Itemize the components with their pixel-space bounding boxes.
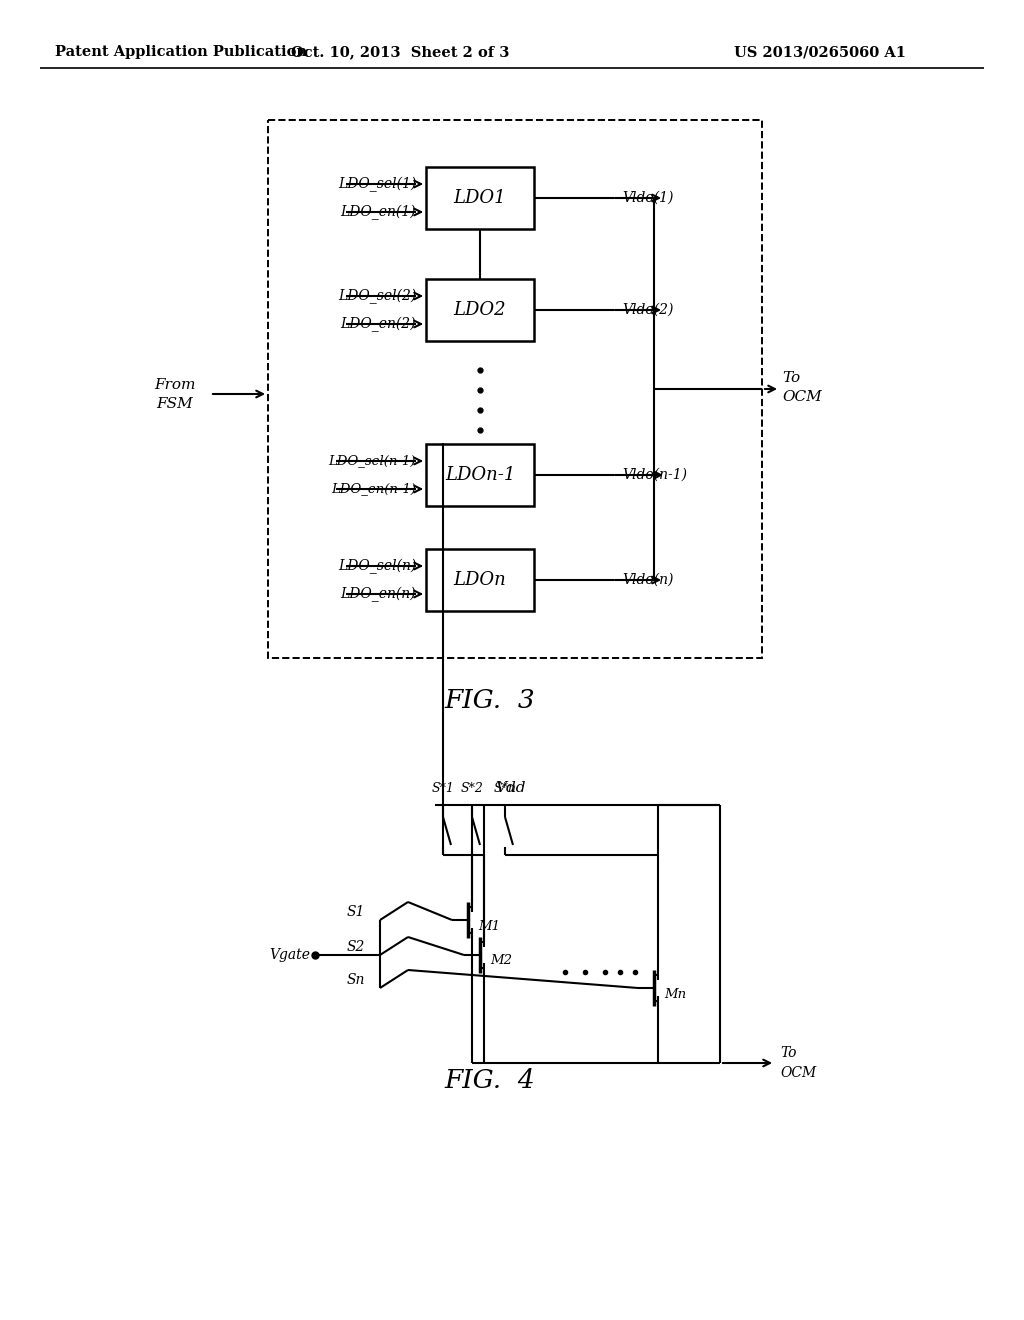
Text: S*1: S*1 bbox=[431, 781, 455, 795]
Text: US 2013/0265060 A1: US 2013/0265060 A1 bbox=[734, 45, 906, 59]
Text: FIG.  4: FIG. 4 bbox=[444, 1068, 536, 1093]
Text: LDO_sel(2): LDO_sel(2) bbox=[338, 288, 416, 304]
Text: LDO_en(n-1): LDO_en(n-1) bbox=[331, 483, 416, 495]
Text: LDOn: LDOn bbox=[454, 572, 507, 589]
Text: LDO_en(2): LDO_en(2) bbox=[341, 317, 416, 331]
Text: LDOn-1: LDOn-1 bbox=[444, 466, 515, 484]
Text: LDO_en(1): LDO_en(1) bbox=[341, 205, 416, 219]
Text: LDO_en(n): LDO_en(n) bbox=[341, 586, 416, 602]
Bar bbox=[426, 549, 534, 611]
Text: Oct. 10, 2013  Sheet 2 of 3: Oct. 10, 2013 Sheet 2 of 3 bbox=[291, 45, 509, 59]
Text: Vdd: Vdd bbox=[495, 781, 525, 795]
Text: LDO_sel(1): LDO_sel(1) bbox=[338, 177, 416, 191]
Bar bbox=[268, 120, 762, 657]
Text: S1: S1 bbox=[347, 906, 365, 919]
Text: Mn: Mn bbox=[664, 987, 686, 1001]
Text: Patent Application Publication: Patent Application Publication bbox=[55, 45, 307, 59]
Text: LDO_sel(n): LDO_sel(n) bbox=[338, 558, 416, 574]
Text: To: To bbox=[780, 1045, 797, 1060]
Text: FIG.  3: FIG. 3 bbox=[444, 688, 536, 713]
Bar bbox=[426, 168, 534, 228]
Text: S*2: S*2 bbox=[461, 781, 483, 795]
Text: Vldo(1): Vldo(1) bbox=[622, 191, 674, 205]
Text: S2: S2 bbox=[347, 940, 365, 954]
Text: Vgate: Vgate bbox=[269, 948, 310, 962]
Text: Vldo(2): Vldo(2) bbox=[622, 304, 674, 317]
Text: LDO_sel(n-1): LDO_sel(n-1) bbox=[329, 454, 416, 467]
Text: OCM: OCM bbox=[780, 1067, 816, 1080]
Text: M1: M1 bbox=[478, 920, 500, 932]
Text: From: From bbox=[155, 378, 196, 392]
Text: S*n: S*n bbox=[494, 781, 516, 795]
Text: FSM: FSM bbox=[157, 397, 194, 411]
Bar bbox=[426, 279, 534, 341]
Text: M2: M2 bbox=[490, 954, 512, 968]
Text: Vldo(n): Vldo(n) bbox=[622, 573, 674, 587]
Text: LDO2: LDO2 bbox=[454, 301, 506, 319]
Text: To: To bbox=[782, 371, 800, 385]
Text: OCM: OCM bbox=[782, 389, 821, 404]
Text: LDO1: LDO1 bbox=[454, 189, 506, 207]
Text: Vldo(n-1): Vldo(n-1) bbox=[622, 469, 687, 482]
Text: Sn: Sn bbox=[347, 973, 365, 987]
Bar bbox=[426, 444, 534, 506]
